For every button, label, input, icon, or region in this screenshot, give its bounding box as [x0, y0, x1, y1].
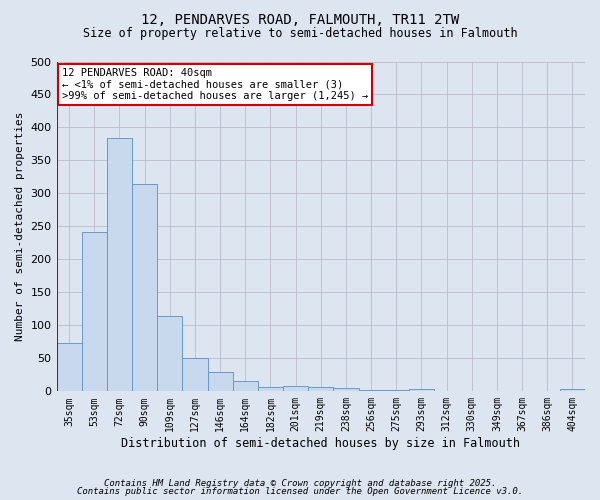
Bar	[182, 358, 208, 392]
Bar	[208, 372, 233, 392]
Bar	[359, 390, 383, 392]
Text: Contains HM Land Registry data © Crown copyright and database right 2025.: Contains HM Land Registry data © Crown c…	[104, 478, 496, 488]
Text: 12, PENDARVES ROAD, FALMOUTH, TR11 2TW: 12, PENDARVES ROAD, FALMOUTH, TR11 2TW	[141, 12, 459, 26]
Bar	[560, 390, 585, 392]
Bar	[308, 386, 334, 392]
Bar	[383, 390, 409, 392]
Text: 12 PENDARVES ROAD: 40sqm
← <1% of semi-detached houses are smaller (3)
>99% of s: 12 PENDARVES ROAD: 40sqm ← <1% of semi-d…	[62, 68, 368, 102]
X-axis label: Distribution of semi-detached houses by size in Falmouth: Distribution of semi-detached houses by …	[121, 437, 520, 450]
Bar	[157, 316, 182, 392]
Bar	[334, 388, 359, 392]
Text: Size of property relative to semi-detached houses in Falmouth: Size of property relative to semi-detach…	[83, 28, 517, 40]
Bar	[132, 184, 157, 392]
Bar	[107, 138, 132, 392]
Bar	[283, 386, 308, 392]
Bar	[258, 386, 283, 392]
Bar	[56, 343, 82, 392]
Bar	[233, 382, 258, 392]
Bar	[82, 232, 107, 392]
Y-axis label: Number of semi-detached properties: Number of semi-detached properties	[15, 112, 25, 341]
Bar	[459, 390, 484, 392]
Bar	[409, 390, 434, 392]
Text: Contains public sector information licensed under the Open Government Licence v3: Contains public sector information licen…	[77, 487, 523, 496]
